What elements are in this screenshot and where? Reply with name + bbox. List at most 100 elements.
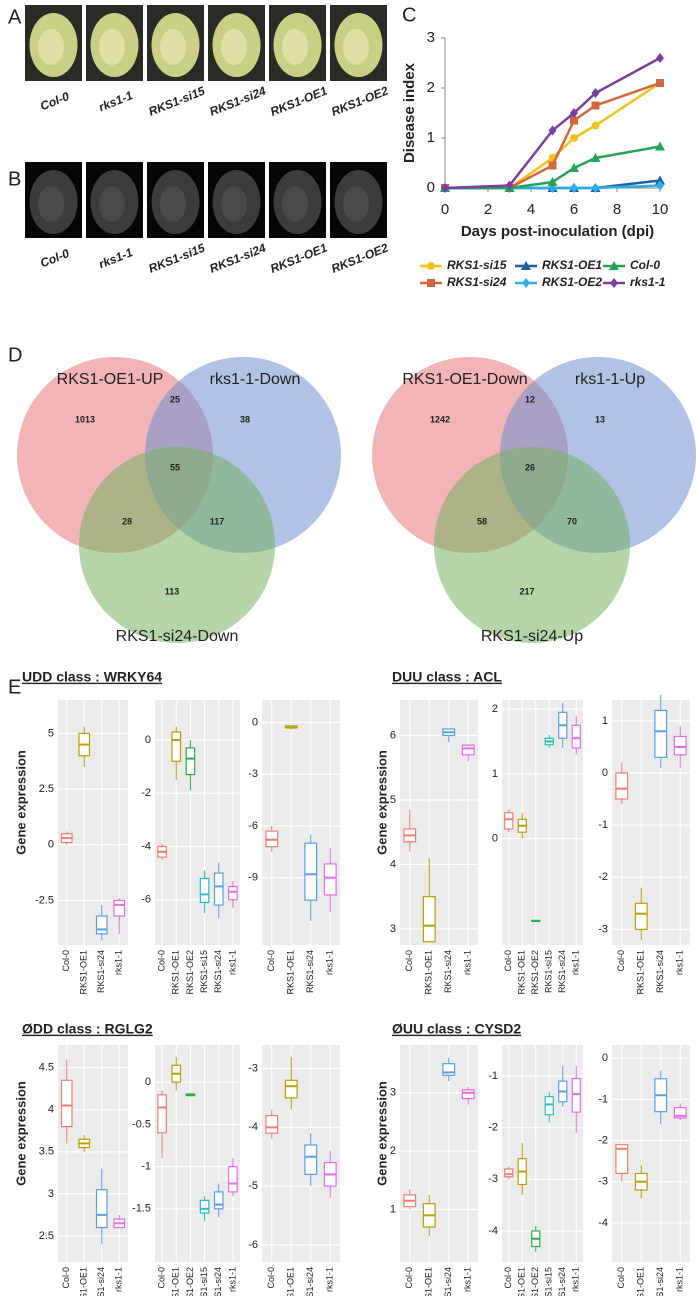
box (265, 1114, 279, 1134)
x-tick-label: rks1-1 (114, 950, 124, 975)
marker (591, 121, 600, 130)
x-tick-label: RKS1-si15 (544, 950, 554, 993)
y-tick-label: 3 (390, 923, 396, 935)
marker (570, 183, 578, 193)
venn-count: 70 (567, 516, 577, 526)
x-tick-label: Col-0 (404, 1267, 414, 1289)
photo-label: RKS1-OE2 (329, 83, 390, 119)
plot-panel (502, 700, 583, 945)
x-tick-label: 0 (441, 201, 449, 218)
x-tick-label: 2 (484, 201, 492, 218)
x-tick-label: RKS1-si24 (443, 950, 453, 993)
legend-label: RKS1-OE1 (542, 258, 602, 272)
box (544, 1096, 554, 1116)
x-tick-label: Col-0 (266, 1267, 276, 1289)
x-tick-label: RKS1-si24 (213, 1267, 223, 1296)
y-tick-label: 6 (390, 729, 396, 741)
photo-label: RKS1-si15 (147, 241, 208, 276)
venn-set-label: rks1-1-Up (575, 371, 645, 388)
y-tick-label: -1 (488, 1070, 498, 1082)
y-tick-label: 0 (492, 833, 498, 845)
y-tick-label: -9 (248, 872, 258, 884)
x-tick-label: Col-0 (61, 1267, 71, 1289)
y-tick-label: 0 (602, 1052, 608, 1064)
marker (441, 183, 449, 193)
box (95, 1189, 108, 1229)
legend-marker (522, 278, 530, 288)
venn-count: 38 (240, 414, 250, 424)
x-tick-label: RKS1-OE2 (185, 950, 195, 995)
venn-count: 1242 (430, 414, 450, 424)
box (113, 899, 126, 917)
photo-label: RKS1-OE1 (268, 83, 329, 119)
x-tick-label: RKS1-OE1 (286, 1267, 296, 1296)
marker (591, 183, 600, 193)
y-tick-label: 0 (602, 767, 608, 779)
y-tick-label: -3 (488, 1173, 498, 1185)
x-tick-label: Col-0 (266, 950, 276, 972)
venn-set (434, 447, 630, 643)
venn-count: 1013 (75, 414, 95, 424)
leaf-highlight (282, 186, 308, 222)
marker (570, 134, 578, 142)
x-tick-label: RKS1-OE1 (636, 950, 646, 995)
y-tick-label: 0 (145, 734, 151, 746)
x-tick-label: RKS1-OE1 (517, 1267, 527, 1296)
x-tick-label: RKS1-si15 (544, 1267, 554, 1296)
x-tick-label: Col-0 (616, 1267, 626, 1289)
class-title: ØUU class : CYSD2 (392, 1021, 521, 1037)
box (571, 724, 581, 749)
x-tick-label: RKS1-OE1 (79, 1267, 89, 1296)
series-line (445, 145, 661, 190)
legend-marker (610, 278, 618, 288)
x-tick-label: rks1-1 (463, 950, 473, 975)
y-tick-label: 1 (390, 1203, 396, 1215)
y-tick-label: 4.5 (39, 1062, 54, 1074)
plot-panel (400, 700, 478, 945)
box (304, 842, 318, 901)
plot-panel (155, 700, 240, 945)
box (304, 1144, 318, 1175)
x-tick-label: RKS1-si24 (655, 1267, 665, 1296)
leaf-highlight (38, 29, 64, 65)
photo-label: RKS1-si24 (208, 84, 269, 119)
legend-marker (427, 279, 435, 287)
box (571, 1077, 581, 1113)
y-tick-label: -5 (248, 1180, 258, 1192)
box (461, 1089, 475, 1100)
marker (655, 141, 665, 151)
x-tick-label: RKS1-OE2 (185, 1267, 195, 1296)
x-tick-label: rks1-1 (571, 950, 581, 975)
y-tick-label: -2 (598, 871, 608, 883)
y-tick-label: -4 (488, 1225, 498, 1237)
x-tick-label: RKS1-si24 (305, 950, 315, 993)
venn-count: 28 (122, 516, 132, 526)
box (673, 735, 687, 756)
leaf-highlight (343, 186, 369, 222)
photo-label: RKS1-si24 (208, 241, 269, 276)
venn-count: 217 (519, 586, 534, 596)
venn-count: 55 (170, 462, 180, 472)
y-tick-label: 3 (427, 29, 435, 46)
venn-count: 13 (595, 414, 605, 424)
plot-panel (262, 700, 340, 945)
marker (591, 101, 600, 110)
leaf-highlight (221, 186, 247, 222)
x-tick-label: rks1-1 (325, 950, 335, 975)
y-tick-label: -6 (248, 1239, 258, 1251)
marker (591, 88, 600, 98)
venn-set-label: RKS1-si24-Down (116, 628, 239, 645)
x-tick-label: 10 (652, 201, 669, 218)
marker (505, 180, 514, 191)
box (673, 1106, 687, 1119)
y-axis-label: Gene expression (374, 1081, 389, 1186)
photo-label: RKS1-OE2 (329, 240, 390, 276)
y-tick-label: -3 (598, 923, 608, 935)
venn-set (79, 447, 275, 643)
y-tick-label: -3 (248, 768, 258, 780)
box (199, 877, 210, 903)
y-tick-label: 2 (427, 79, 435, 96)
box (171, 731, 182, 762)
y-tick-label: -4 (248, 1121, 258, 1133)
marker (569, 163, 579, 172)
